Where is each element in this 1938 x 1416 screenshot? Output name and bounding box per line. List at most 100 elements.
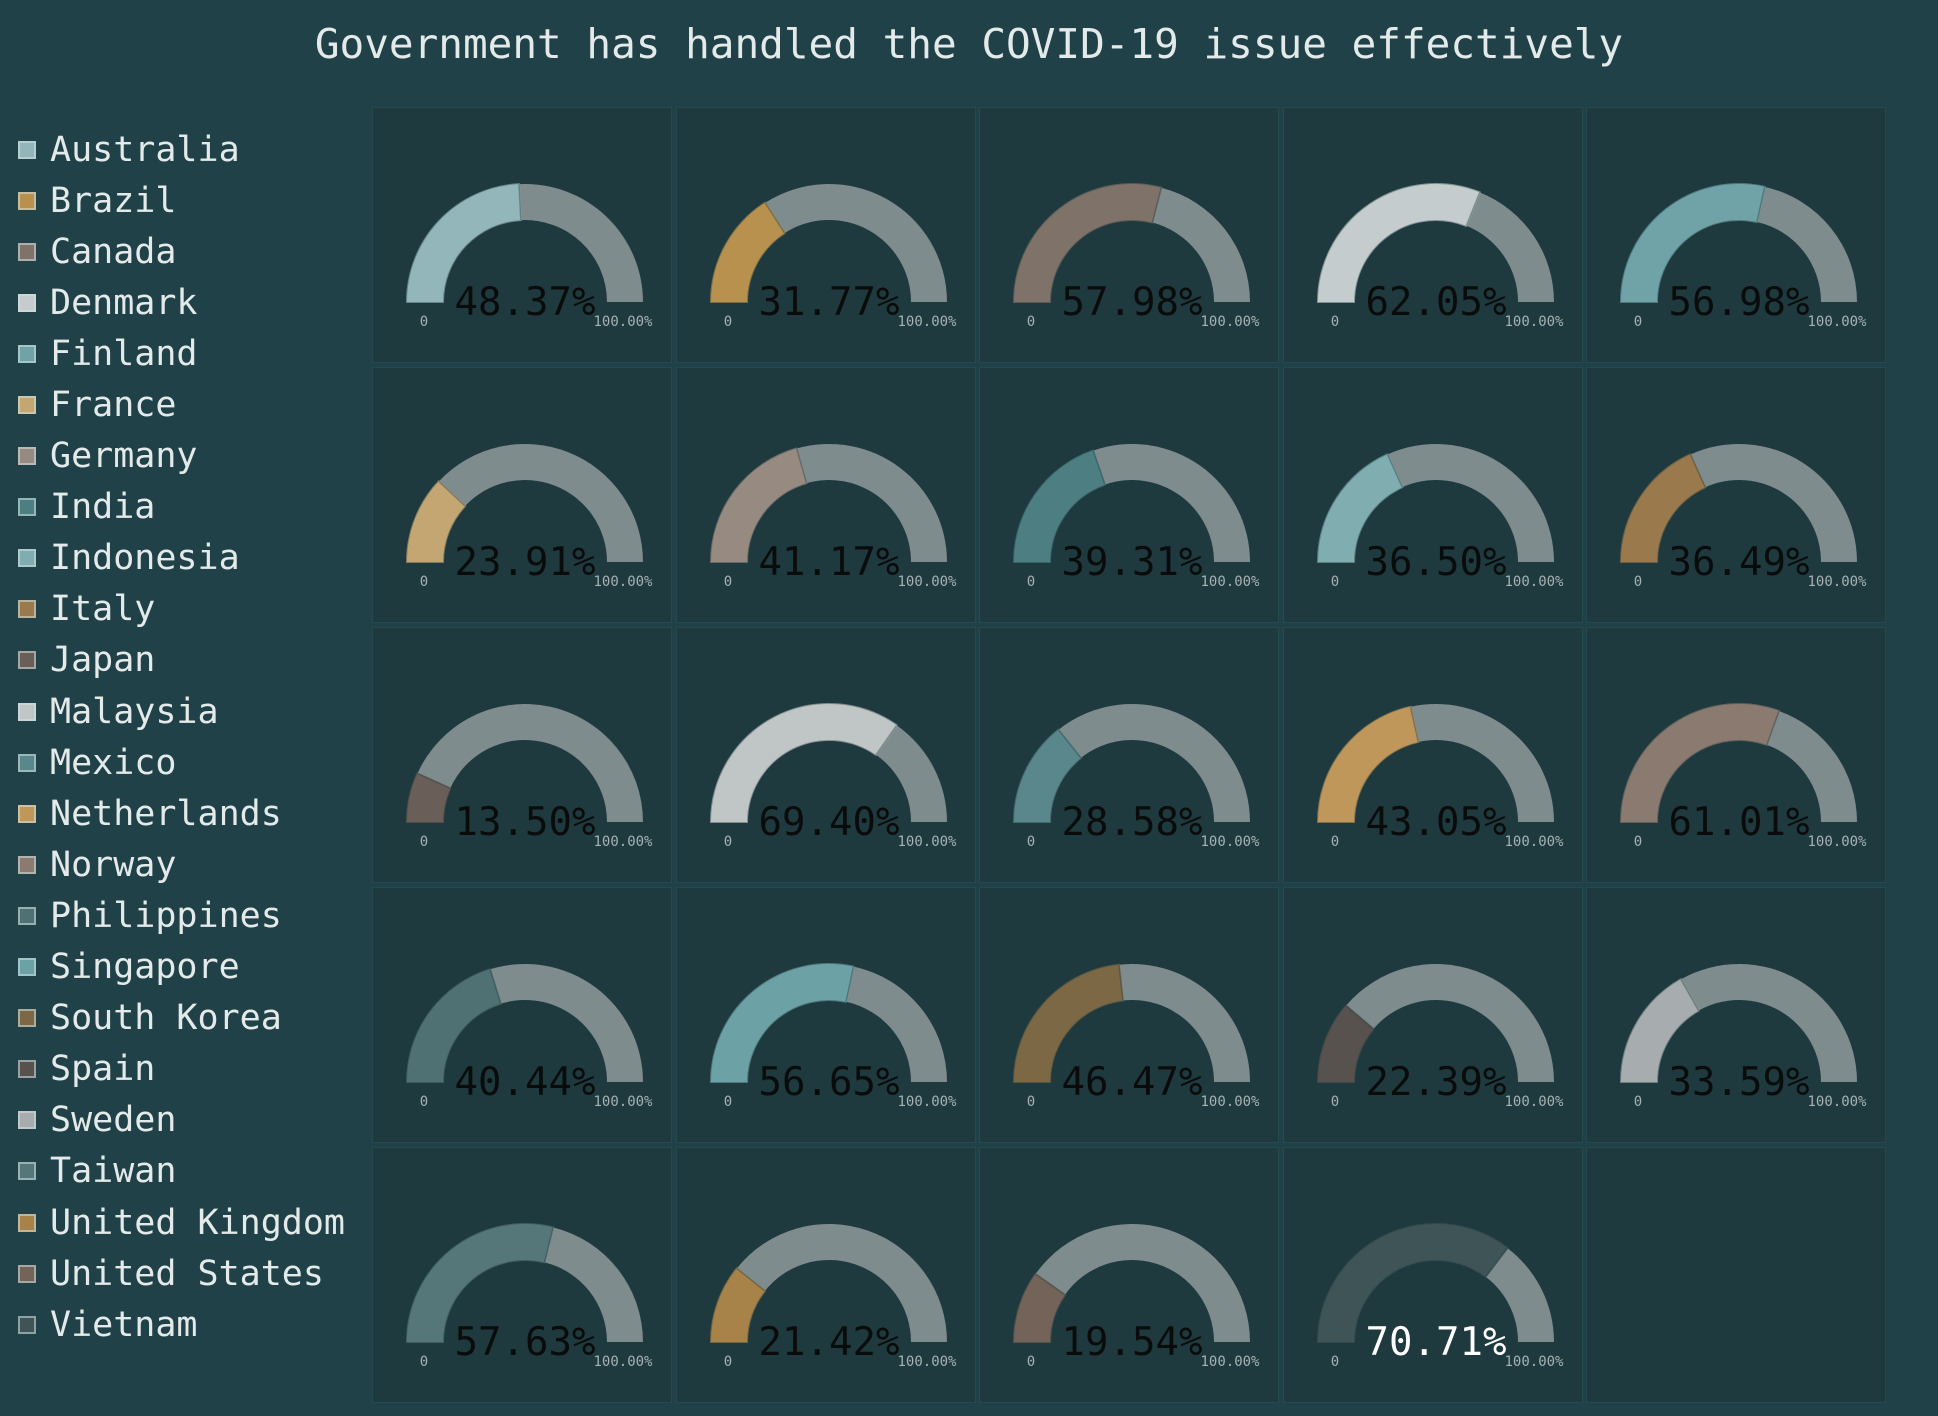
gauge-svg: 0 100.00%40.44% (405, 963, 653, 1110)
gauge-svg: 0 100.00%33.59% (1619, 964, 1867, 1110)
legend-label: Denmark (50, 282, 198, 323)
legend-item[interactable]: Brazil (18, 175, 358, 226)
legend-item[interactable]: Italy (18, 584, 358, 635)
legend-item[interactable]: United States (18, 1248, 358, 1299)
gauge-value-arc (709, 703, 898, 823)
gauge-value-label: 62.05% (1365, 280, 1506, 325)
legend-item[interactable]: United Kingdom (18, 1197, 358, 1248)
gauge-value-label: 33.59% (1669, 1060, 1810, 1105)
gauge-min-label: 0 (1027, 834, 1035, 850)
legend-item[interactable]: Japan (18, 635, 358, 686)
gauge-value-arc (709, 447, 808, 563)
legend-label: Vietnam (50, 1304, 198, 1345)
legend-label: Indonesia (50, 538, 240, 579)
legend-item[interactable]: Finland (18, 328, 358, 379)
gauge-max-label: 100.00% (897, 1354, 957, 1370)
gauge-min-label: 0 (723, 314, 731, 330)
gauge-min-label: 0 (1330, 1354, 1338, 1370)
gauge-cell: 0 100.00% 57.63% (372, 1147, 672, 1403)
legend-label: France (50, 385, 177, 426)
legend-item[interactable]: France (18, 379, 358, 430)
gauge-max-label: 100.00% (1807, 834, 1867, 850)
legend-swatch (18, 1315, 36, 1334)
gauge-value-arc (405, 1223, 555, 1343)
gauge-max-label: 100.00% (897, 834, 957, 850)
gauge-split-line (438, 480, 466, 507)
empty-cell (1586, 1147, 1886, 1403)
gauge-track (1035, 1223, 1250, 1342)
gauge-cell: 0 100.00% 36.49% (1586, 367, 1886, 623)
legend-swatch (18, 1213, 36, 1232)
gauge-cell: 0 100.00% 48.37% (372, 107, 672, 363)
gauge-value-label: 56.98% (1669, 280, 1810, 325)
gauge-svg: 0 100.00%39.31% (1012, 443, 1260, 590)
gauge-track (875, 725, 947, 822)
legend-item[interactable]: Netherlands (18, 788, 358, 839)
legend-label: Finland (50, 333, 198, 374)
legend-item[interactable]: Sweden (18, 1095, 358, 1146)
legend-item[interactable]: Spain (18, 1044, 358, 1095)
gauge-svg: 0 100.00%22.39% (1316, 964, 1564, 1110)
legend-swatch (18, 855, 36, 874)
gauge-svg: 0 100.00%13.50% (405, 703, 653, 850)
gauge-track (438, 443, 643, 562)
legend-item[interactable]: Indonesia (18, 533, 358, 584)
gauge-min-label: 0 (420, 1094, 428, 1110)
legend-swatch (18, 447, 36, 466)
gauge-max-label: 100.00% (897, 574, 957, 590)
gauge-cell: 0 100.00% 56.98% (1586, 107, 1886, 363)
gauge-split-line (489, 969, 502, 1004)
gauge-value-label: 22.39% (1365, 1060, 1506, 1105)
legend-swatch (18, 191, 36, 210)
gauge-min-label: 0 (1027, 314, 1035, 330)
gauge-min-label: 0 (1330, 834, 1338, 850)
legend-swatch (18, 804, 36, 823)
gauge-value-arc (1012, 963, 1125, 1083)
legend-item[interactable]: Germany (18, 431, 358, 482)
legend-item[interactable]: Norway (18, 839, 358, 890)
gauge-cell: 0 100.00% 36.50% (1282, 367, 1583, 623)
gauge-value-label: 23.91% (455, 540, 596, 585)
legend-item[interactable]: Canada (18, 226, 358, 277)
gauge-max-label: 100.00% (593, 314, 653, 330)
legend-item[interactable]: Denmark (18, 277, 358, 328)
gauge-split-line (1035, 1273, 1066, 1296)
legend-item[interactable]: Mexico (18, 737, 358, 788)
gauge-value-arc (1619, 453, 1707, 563)
gauge-max-label: 100.00% (897, 314, 957, 330)
legend-item[interactable]: Malaysia (18, 686, 358, 737)
gauge-value-arc (1619, 977, 1700, 1083)
gauge-min-label: 0 (723, 574, 731, 590)
gauge-min-label: 0 (1634, 834, 1642, 850)
gauge-track (1756, 186, 1857, 302)
gauge-svg: 0 100.00%19.54% (1012, 1223, 1260, 1370)
legend-item[interactable]: Vietnam (18, 1299, 358, 1350)
gauge-max-label: 100.00% (593, 574, 653, 590)
gauge-track (1386, 443, 1554, 562)
gauge-track (1058, 703, 1250, 822)
gauge-value-arc (1012, 1272, 1067, 1343)
legend-swatch (18, 549, 36, 568)
gauge-cell: 0 100.00% 70.71% (1282, 1147, 1583, 1403)
gauge-value-arc (1316, 182, 1481, 303)
gauge-split-line (735, 1267, 765, 1292)
gauge-value-arc (1316, 705, 1419, 823)
gauge-svg: 0 100.00%70.71% (1316, 1223, 1564, 1370)
gauge-min-label: 0 (1330, 574, 1338, 590)
gauge-min-label: 0 (723, 1094, 731, 1110)
gauge-split-line (1766, 710, 1780, 746)
gauge-value-label: 70.71% (1365, 1320, 1506, 1365)
gauge-value-label: 41.17% (758, 540, 899, 585)
legend-item[interactable]: South Korea (18, 993, 358, 1044)
gauge-value-arc (405, 968, 502, 1083)
legend-item[interactable]: Taiwan (18, 1146, 358, 1197)
gauge-max-label: 100.00% (1807, 1094, 1867, 1110)
legend-swatch (18, 293, 36, 312)
gauge-track (1485, 1248, 1554, 1342)
gauge-max-label: 100.00% (897, 1094, 957, 1110)
legend-item[interactable]: Australia (18, 124, 358, 175)
legend-item[interactable]: India (18, 482, 358, 533)
legend-item[interactable]: Singapore (18, 942, 358, 993)
gauge-svg: 0 100.00%56.98% (1619, 183, 1867, 330)
legend-item[interactable]: Philippines (18, 890, 358, 941)
